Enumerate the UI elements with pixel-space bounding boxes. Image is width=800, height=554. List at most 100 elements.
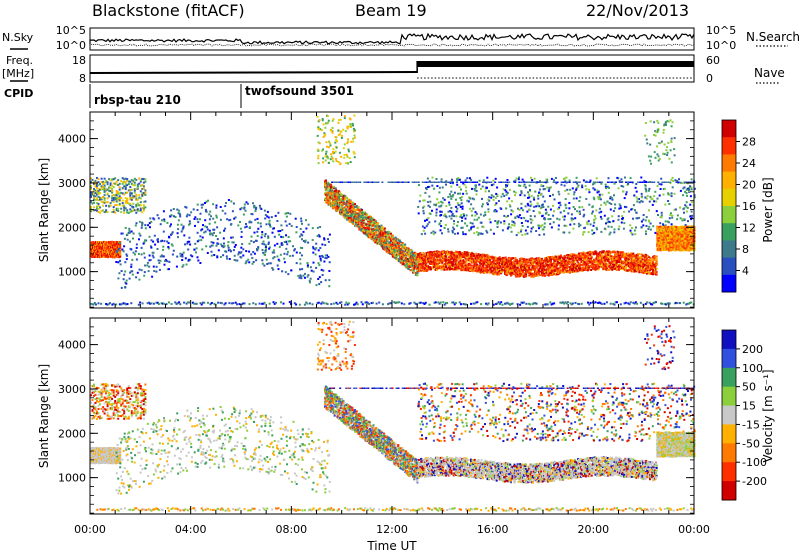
data-cell: [201, 248, 204, 251]
data-cell: [97, 244, 99, 247]
data-cell: [391, 246, 394, 249]
data-cell: [187, 258, 190, 261]
data-cell: [124, 185, 127, 188]
data-cell: [206, 228, 209, 231]
data-cell: [326, 185, 329, 188]
data-cell: [493, 273, 496, 276]
data-cell: [142, 178, 145, 181]
data-cell: [219, 231, 222, 234]
data-cell: [135, 199, 138, 202]
data-cell: [94, 195, 97, 198]
data-cell: [103, 181, 106, 184]
data-cell: [373, 223, 376, 226]
data-cell: [103, 184, 106, 187]
data-cell: [227, 244, 230, 247]
data-cell: [341, 194, 344, 197]
data-cell: [299, 246, 302, 249]
data-cell: [317, 262, 320, 265]
data-cell: [264, 244, 267, 247]
data-cell: [136, 185, 139, 188]
data-cell: [112, 208, 115, 211]
data-cell: [129, 186, 132, 188]
data-cell: [199, 218, 201, 221]
data-cell: [132, 202, 135, 205]
data-cell: [123, 180, 126, 183]
data-cell: [281, 229, 284, 231]
data-cell: [148, 254, 151, 257]
data-cell: [247, 258, 250, 261]
data-cell: [96, 183, 98, 185]
data-cell: [145, 239, 148, 242]
data-cell: [327, 255, 330, 258]
data-cell: [279, 253, 282, 256]
data-cell: [196, 231, 199, 234]
data-cell: [187, 259, 190, 262]
data-cell: [295, 262, 298, 265]
data-cell: [130, 265, 133, 268]
data-cell: [356, 208, 359, 211]
data-cell: [419, 260, 422, 263]
data-cell: [301, 247, 304, 249]
data-cell: [106, 188, 109, 191]
data-cell: [377, 242, 380, 245]
data-cell: [297, 274, 300, 277]
data-cell: [286, 243, 289, 246]
data-cell: [264, 249, 267, 252]
data-cell: [194, 216, 197, 219]
data-cell: [564, 256, 567, 259]
data-cell: [200, 206, 203, 209]
data-cell: [299, 251, 302, 254]
data-cell: [352, 201, 355, 204]
data-cell: [128, 227, 131, 230]
data-cell: [378, 234, 381, 237]
data-cell: [133, 184, 136, 187]
data-cell: [204, 225, 207, 228]
data-cell: [407, 268, 410, 270]
data-cell: [278, 233, 281, 236]
data-cell: [343, 201, 346, 204]
data-cell: [359, 210, 362, 213]
data-cell: [234, 244, 237, 246]
data-cell: [124, 207, 127, 210]
data-cell: [400, 244, 403, 247]
data-cell: [327, 193, 330, 196]
data-cell: [196, 203, 199, 206]
data-cell: [118, 188, 121, 191]
data-cell: [277, 268, 280, 271]
data-cell: [133, 191, 136, 194]
data-cell: [235, 259, 238, 262]
data-cell: [150, 239, 153, 242]
data-cell: [314, 253, 317, 256]
data-cell: [130, 210, 133, 213]
data-cell: [357, 225, 360, 228]
data-cell: [252, 202, 254, 205]
data-cell: [130, 205, 133, 208]
data-cell: [477, 253, 480, 256]
data-cell: [184, 243, 186, 246]
data-cell: [115, 192, 118, 195]
data-cell: [277, 211, 280, 214]
data-cell: [153, 218, 156, 221]
data-cell: [157, 238, 159, 241]
data-cell: [97, 199, 100, 202]
freq-right-tick-top: 60: [706, 54, 720, 67]
data-cell: [373, 222, 376, 225]
data-cell: [99, 188, 102, 191]
data-cell: [349, 205, 352, 208]
data-cell: [128, 231, 131, 234]
data-cell: [389, 237, 392, 240]
data-cell: [355, 212, 358, 215]
data-cell: [97, 210, 100, 213]
data-cell: [258, 204, 261, 207]
data-cell: [399, 249, 402, 252]
data-cell: [170, 223, 172, 226]
data-cell: [117, 191, 120, 194]
data-cell: [397, 238, 400, 241]
data-cell: [361, 223, 363, 226]
data-cell: [295, 226, 298, 228]
data-cell: [146, 261, 149, 264]
data-cell: [124, 200, 127, 203]
data-cell: [263, 235, 266, 238]
data-cell: [114, 204, 117, 207]
data-cell: [301, 222, 303, 225]
